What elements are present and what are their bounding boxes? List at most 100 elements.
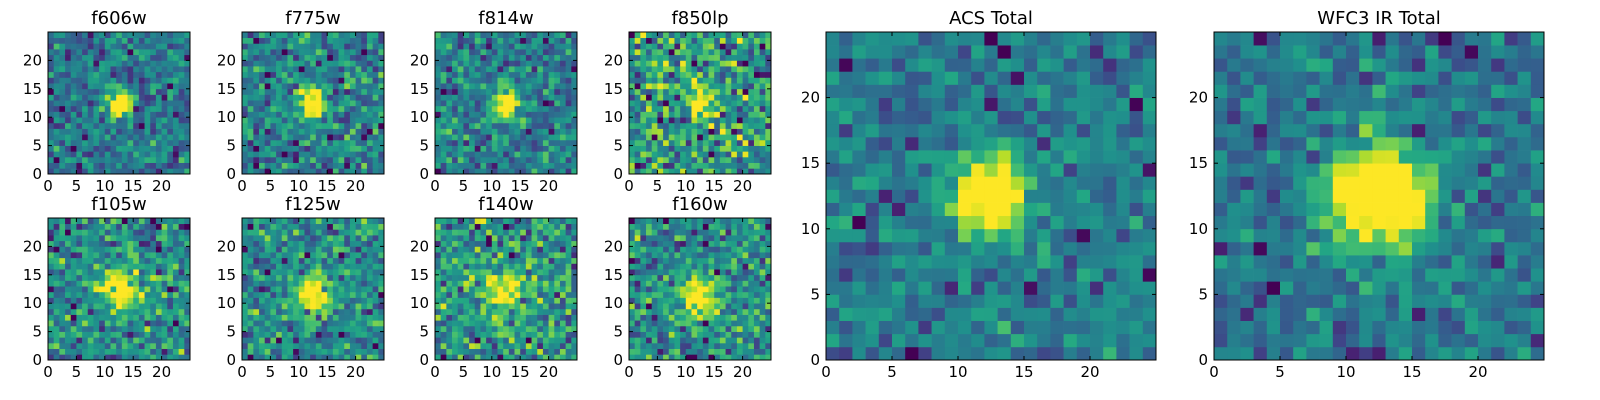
heatmap-cell (736, 71, 743, 78)
heatmap-cell (548, 111, 555, 118)
heatmap-cell (657, 128, 664, 135)
heatmap-cell (99, 71, 106, 78)
heatmap-cell (497, 297, 504, 304)
heatmap-cell (293, 269, 300, 276)
heatmap-cell (144, 269, 151, 276)
heatmap-cell (753, 117, 760, 124)
heatmap-cell (714, 297, 721, 304)
heatmap-cell (253, 117, 260, 124)
heatmap-cell (565, 291, 572, 298)
heatmap-cell (133, 100, 140, 107)
heatmap-cell (571, 257, 578, 264)
heatmap-cell (497, 320, 504, 327)
heatmap-cell (759, 117, 766, 124)
heatmap-cell (759, 122, 766, 129)
heatmap-cell (150, 308, 157, 315)
heatmap-cell (155, 331, 162, 338)
heatmap-cell (110, 314, 117, 321)
heatmap-cell (554, 348, 561, 355)
heatmap-cell (270, 117, 277, 124)
heatmap-cell (554, 263, 561, 270)
heatmap-cell (82, 240, 89, 247)
heatmap-cell (731, 331, 738, 338)
heatmap-cell (668, 286, 675, 293)
heatmap-cell (548, 235, 555, 242)
heatmap-cell (674, 43, 681, 50)
heatmap-cell (520, 66, 527, 73)
heatmap-cell (167, 145, 174, 152)
heatmap-cell (668, 60, 675, 67)
heatmap-cell (452, 117, 459, 124)
heatmap-cell (344, 229, 351, 236)
heatmap-cell (138, 218, 145, 225)
heatmap-cell (127, 235, 134, 242)
heatmap-cell (685, 122, 692, 129)
heatmap-cell (48, 303, 55, 310)
heatmap-cell (110, 117, 117, 124)
heatmap-cell (503, 37, 510, 44)
heatmap-cell (668, 32, 675, 39)
heatmap-cell (559, 354, 566, 361)
heatmap-cell (651, 337, 658, 344)
heatmap-cell (281, 83, 288, 90)
heatmap-cell (59, 269, 66, 276)
heatmap-cell (315, 60, 322, 67)
heatmap-cell (731, 156, 738, 163)
heatmap-cell (133, 37, 140, 44)
heatmap-cell (287, 139, 294, 146)
heatmap-cell (110, 66, 117, 73)
axes-frame (628, 31, 772, 175)
heatmap-cell (138, 122, 145, 129)
heatmap-cell (150, 354, 157, 361)
heatmap-cell (53, 286, 60, 293)
heatmap-cell (99, 274, 106, 281)
heatmap-cell (315, 269, 322, 276)
heatmap-cell (116, 100, 123, 107)
heatmap-cell (276, 252, 283, 259)
heatmap-cell (559, 111, 566, 118)
heatmap-cell (514, 100, 521, 107)
heatmap-cell (674, 71, 681, 78)
heatmap-cell (554, 94, 561, 101)
heatmap-cell (748, 94, 755, 101)
heatmap-cell (440, 229, 447, 236)
heatmap-cell (651, 122, 658, 129)
heatmap-cell (127, 83, 134, 90)
heatmap-cell (344, 235, 351, 242)
heatmap-cell (452, 105, 459, 112)
heatmap-cell (571, 162, 578, 169)
heatmap-cell (304, 320, 311, 327)
heatmap-cell (554, 246, 561, 253)
heatmap-cell (537, 314, 544, 321)
heatmap-cell (525, 246, 532, 253)
heatmap-cell (167, 223, 174, 230)
heatmap-cell (178, 37, 185, 44)
heatmap-cell (708, 280, 715, 287)
heatmap-cell (276, 269, 283, 276)
heatmap-cell (82, 257, 89, 264)
heatmap-cell (514, 111, 521, 118)
heatmap-cell (463, 229, 470, 236)
heatmap-cell (548, 105, 555, 112)
heatmap-cell (178, 100, 185, 107)
heatmap-cell (446, 240, 453, 247)
heatmap-cell (685, 71, 692, 78)
heatmap-cell (469, 218, 476, 225)
heatmap-cell (463, 111, 470, 118)
heatmap-cell (435, 122, 442, 129)
heatmap-cell (565, 94, 572, 101)
heatmap-cell (87, 269, 94, 276)
heatmap-cell (293, 235, 300, 242)
heatmap-cell (82, 337, 89, 344)
heatmap-cell (497, 348, 504, 355)
heatmap-cell (372, 94, 379, 101)
heatmap-cell (361, 252, 368, 259)
heatmap-cell (247, 139, 254, 146)
heatmap-cell (697, 54, 704, 61)
heatmap-cell (87, 223, 94, 230)
heatmap-cell (167, 342, 174, 349)
heatmap-cell (138, 100, 145, 107)
heatmap-cell (452, 291, 459, 298)
heatmap-cell (753, 122, 760, 129)
heatmap-cell (486, 88, 493, 95)
